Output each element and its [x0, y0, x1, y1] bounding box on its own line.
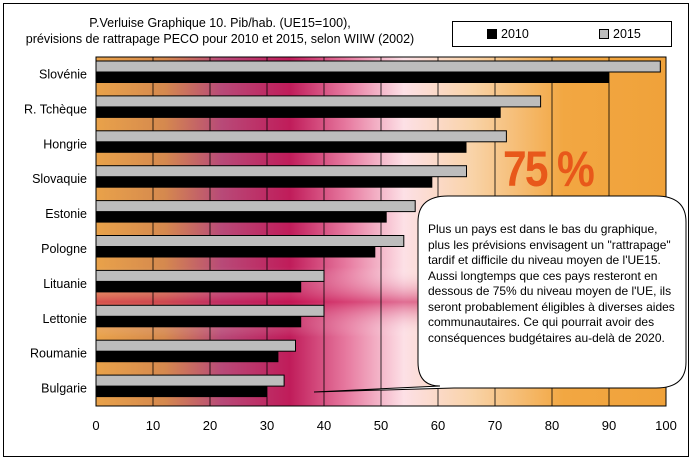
- bar-2015-5: [95, 200, 416, 213]
- legend-swatch-2015: [599, 29, 609, 39]
- x-tick-labels: 0 10 20 30 40 50 60 70 80 90 100: [92, 418, 676, 433]
- x-tick-label: 50: [374, 418, 388, 433]
- chart-title: P.Verluise Graphique 10. Pib/hab. (UE15=…: [25, 16, 415, 46]
- category-label: Slovaquie: [32, 172, 87, 186]
- x-tick-label: 20: [203, 418, 217, 433]
- category-label: Roumanie: [30, 347, 87, 361]
- x-tick-label: 80: [545, 418, 559, 433]
- category-label: R. Tchèque: [24, 102, 87, 116]
- x-tick-label: 30: [260, 418, 274, 433]
- bar-2015-2: [95, 95, 542, 108]
- x-tick-label: 0: [92, 418, 99, 433]
- callout-text: Plus un pays est dans le bas du graphiqu…: [428, 222, 675, 345]
- bar-2010-4: [96, 176, 433, 188]
- bar-2015-7: [95, 269, 325, 282]
- category-label: Lettonie: [43, 312, 88, 326]
- bar-2010-9: [96, 351, 279, 363]
- bar-2010-1: [96, 72, 609, 83]
- x-tick-label: 100: [655, 418, 677, 433]
- legend-item-2015: 2015: [599, 27, 641, 41]
- callout-bubble: [313, 195, 687, 393]
- bar-2015-3: [95, 130, 507, 143]
- x-tick-label: 10: [146, 418, 160, 433]
- callout-shape: [313, 195, 687, 393]
- category-label: Hongrie: [43, 137, 87, 151]
- category-label: Pologne: [41, 242, 87, 256]
- bar-2015-6: [95, 235, 405, 247]
- x-tick-label: 60: [431, 418, 445, 433]
- bar-2015-8: [95, 304, 325, 317]
- bar-2015-4: [95, 165, 467, 178]
- legend-item-2010: 2010: [487, 27, 529, 41]
- category-label: Bulgarie: [41, 382, 87, 396]
- threshold-label: 75 %: [503, 141, 595, 197]
- chart-frame: [3, 3, 689, 457]
- bar-2015-9: [95, 339, 296, 352]
- x-tick-label: 90: [602, 418, 616, 433]
- x-tick-label: 40: [317, 418, 331, 433]
- bar-2010-3: [96, 141, 467, 153]
- x-tick-label: 70: [488, 418, 502, 433]
- bars-group: [95, 60, 661, 398]
- bar-2010-7: [96, 281, 302, 293]
- bar-2010-2: [96, 106, 501, 118]
- legend-label-2015: 2015: [613, 27, 641, 41]
- category-label: Lituanie: [43, 277, 87, 291]
- bar-2010-5: [96, 211, 387, 223]
- bar-2010-6: [96, 246, 376, 258]
- bar-2015-1: [95, 60, 661, 73]
- bar-2015-10: [95, 374, 285, 387]
- legend: 2010 2015: [452, 21, 672, 47]
- category-labels: Slovénie R. Tchèque Hongrie Slovaquie Estoni…: [24, 67, 87, 395]
- bar-2010-10: [96, 386, 267, 398]
- legend-label-2010: 2010: [501, 27, 529, 41]
- category-label: Estonie: [45, 207, 87, 221]
- bar-2010-8: [96, 316, 302, 328]
- legend-swatch-2010: [487, 29, 497, 39]
- category-label: Slovénie: [39, 67, 87, 81]
